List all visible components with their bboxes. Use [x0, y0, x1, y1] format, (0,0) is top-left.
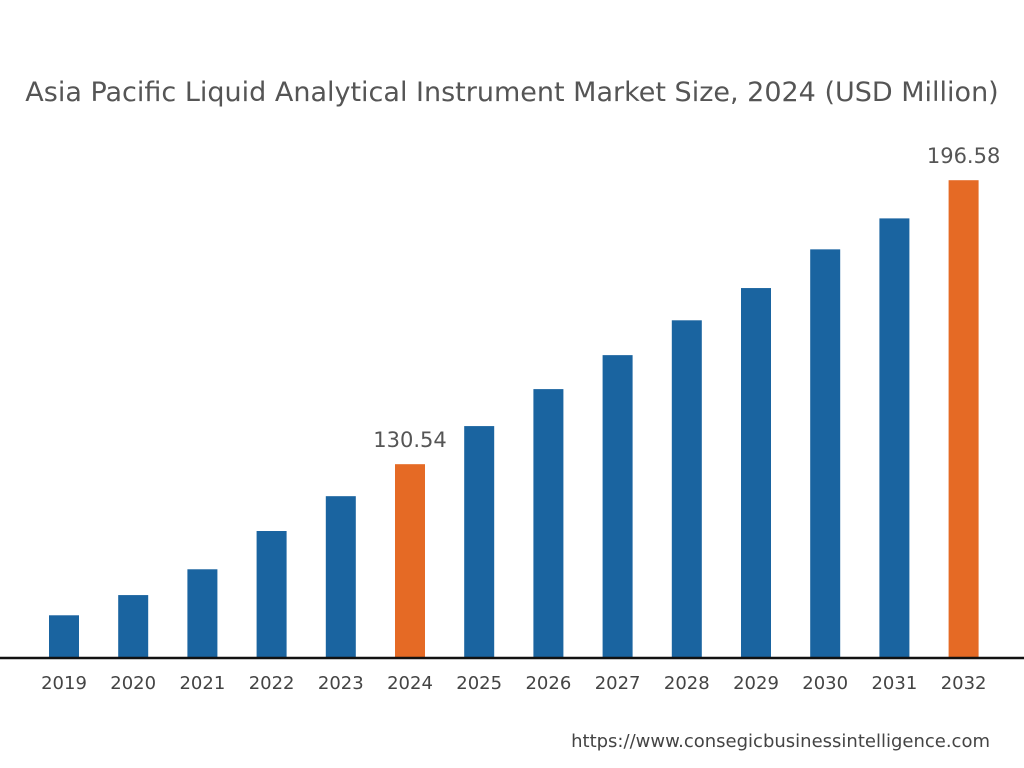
- bar-2026: [533, 389, 564, 657]
- x-tick-label: 2023: [318, 673, 364, 694]
- x-tick-label: 2019: [41, 673, 87, 694]
- bar-2019: [49, 615, 79, 657]
- x-tick-label: 2021: [179, 673, 225, 694]
- x-tick-label: 2032: [941, 673, 987, 694]
- x-tick-label: 2022: [249, 673, 295, 694]
- bar-2022: [256, 531, 287, 657]
- x-tick-label: 2029: [733, 673, 779, 694]
- x-tick-label: 2026: [525, 673, 571, 694]
- bar-2020: [118, 595, 149, 657]
- bar-2031: [879, 218, 910, 657]
- x-tick-label: 2027: [595, 673, 641, 694]
- bar-2024: [395, 464, 425, 657]
- bar-2032: [948, 180, 979, 657]
- x-tick-label: 2024: [387, 673, 433, 694]
- bar-2025: [464, 426, 495, 657]
- data-label-2024: 130.54: [373, 428, 446, 452]
- bar-2027: [602, 355, 633, 657]
- x-tick-label: 2020: [110, 673, 156, 694]
- source-url: https://www.consegicbusinessintelligence…: [571, 731, 990, 752]
- x-tick-label: 2031: [871, 673, 917, 694]
- bar-2023: [325, 496, 356, 657]
- bar-2030: [810, 249, 841, 657]
- bar-2028: [671, 320, 702, 657]
- x-tick-label: 2028: [664, 673, 710, 694]
- chart-title: Asia Pacific Liquid Analytical Instrumen…: [25, 77, 998, 108]
- x-tick-label: 2030: [802, 673, 848, 694]
- x-tick-label: 2025: [456, 673, 502, 694]
- data-label-2032: 196.58: [927, 144, 1000, 168]
- bar-2021: [187, 569, 218, 657]
- bar-2029: [741, 288, 771, 657]
